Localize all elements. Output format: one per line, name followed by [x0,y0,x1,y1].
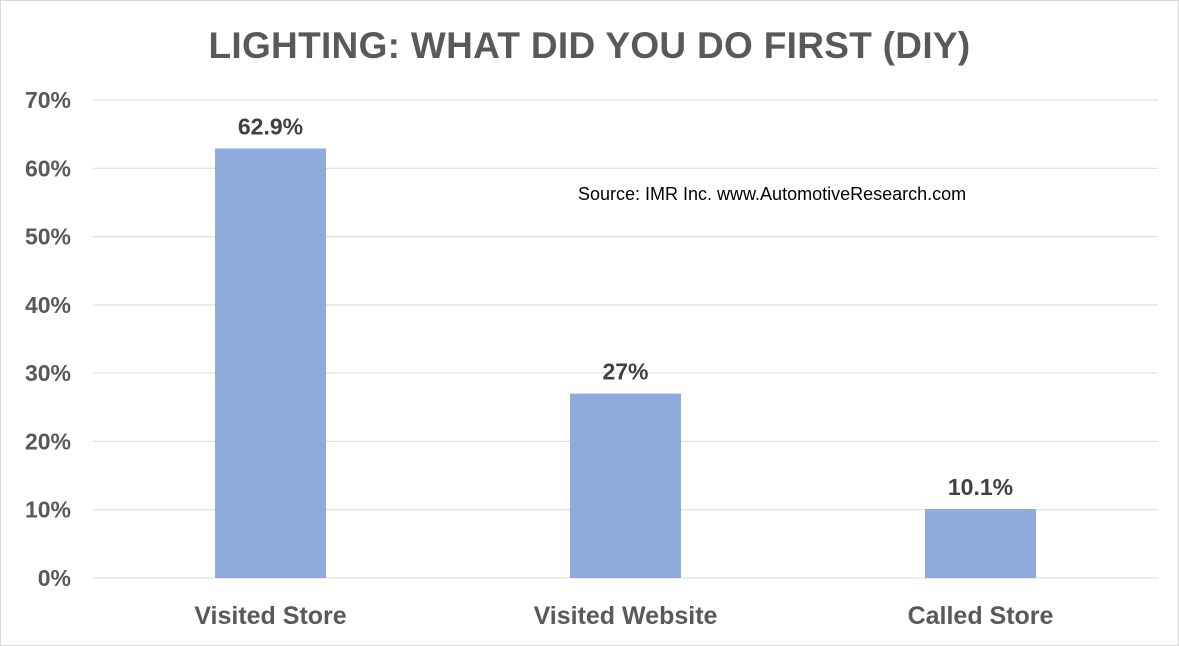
bar [570,393,681,578]
y-tick-label: 60% [25,155,71,181]
data-label: 10.1% [948,474,1013,500]
y-tick-label: 70% [25,87,71,113]
source-annotation: Source: IMR Inc. www.AutomotiveResearch.… [578,184,967,204]
x-category-label: Visited Store [194,602,346,630]
x-category-label: Called Store [908,602,1054,630]
chart-title: LIGHTING: WHAT DID YOU DO FIRST (DIY) [208,25,971,66]
y-tick-label: 30% [25,360,71,386]
y-tick-label: 20% [25,428,71,454]
data-label: 27% [602,359,648,385]
data-label: 62.9% [238,113,303,139]
x-category-label: Visited Website [534,602,718,630]
y-tick-label: 10% [25,497,71,523]
y-tick-label: 50% [25,224,71,250]
y-tick-label: 0% [38,565,71,591]
bar [215,148,326,579]
y-tick-label: 40% [25,292,71,318]
bar [925,509,1036,578]
